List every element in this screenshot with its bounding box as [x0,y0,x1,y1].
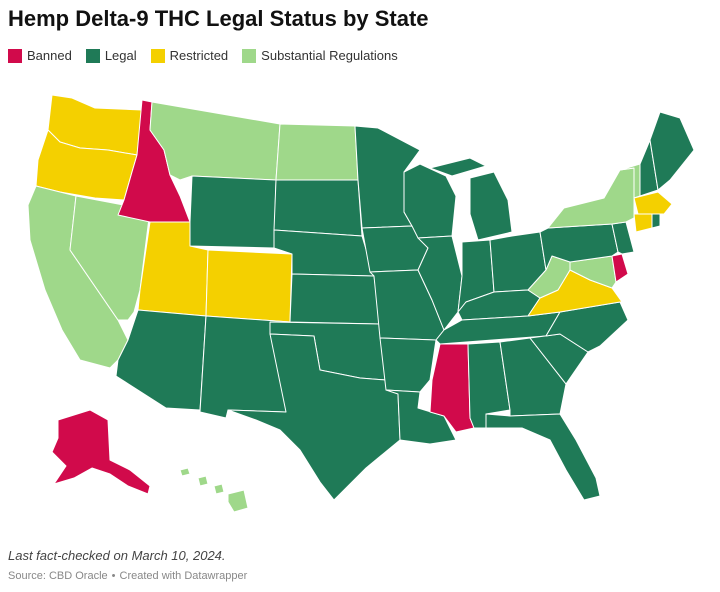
state-michigan-up[interactable] [429,157,487,177]
legend-label-banned: Banned [27,48,72,63]
legend: Banned Legal Restricted Substantial Regu… [8,48,398,63]
state-arizona[interactable] [115,309,207,411]
source-text: Source: CBD Oracle [8,570,108,582]
state-connecticut[interactable] [633,213,653,233]
fact-check-note: Last fact-checked on March 10, 2024. [8,548,226,563]
state-florida[interactable] [485,413,601,501]
legend-item-banned: Banned [8,48,72,63]
legend-swatch-restricted [150,48,165,63]
state-massachusetts[interactable] [633,191,673,215]
state-kansas[interactable] [289,273,381,325]
legend-swatch-legal [85,48,100,63]
state-alaska[interactable] [51,409,151,495]
state-delaware[interactable] [611,253,629,283]
legend-item-legal: Legal [85,48,137,63]
page-title: Hemp Delta-9 THC Legal Status by State [8,6,429,31]
state-nevada[interactable] [69,195,151,321]
legend-label-substantial: Substantial Regulations [261,48,398,63]
state-montana[interactable] [149,101,281,181]
legend-item-restricted: Restricted [150,48,229,63]
state-maine[interactable] [649,111,695,191]
state-texas[interactable] [227,333,401,501]
legend-swatch-banned [8,48,22,63]
state-north-dakota[interactable] [275,123,359,181]
legend-label-legal: Legal [104,48,137,63]
us-state-map [27,94,695,513]
state-rhode-island[interactable] [651,213,661,229]
state-colorado[interactable] [205,249,293,323]
source-separator: • [111,570,116,582]
credit-text: Created with Datawrapper [119,570,248,582]
source-line: Source: CBD Oracle • Created with Datawrap… [8,570,247,582]
state-new-york[interactable] [547,167,635,229]
state-south-dakota[interactable] [273,179,363,237]
legend-item-substantial: Substantial Regulations [242,48,398,63]
state-arkansas[interactable] [379,337,437,393]
state-hawaii[interactable] [179,467,249,513]
state-louisiana[interactable] [385,389,457,445]
state-michigan[interactable] [469,171,513,241]
state-wyoming[interactable] [189,175,277,249]
legend-swatch-substantial [242,48,257,63]
legend-label-restricted: Restricted [169,48,229,63]
